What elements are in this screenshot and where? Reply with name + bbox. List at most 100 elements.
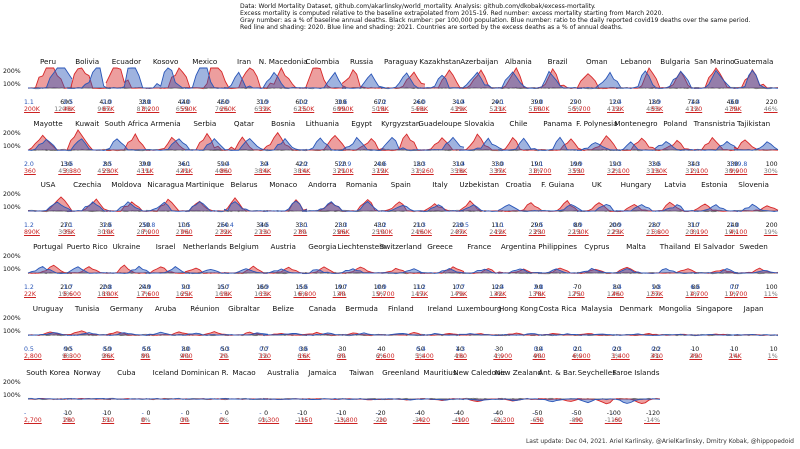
country-mini-plot — [537, 199, 582, 213]
country-panel: Malaysia 0.1 20 6,900 3% — [571, 305, 623, 371]
country-mini-plot — [341, 136, 386, 152]
shading-2021 — [224, 268, 268, 274]
shading-2020 — [733, 268, 778, 274]
country-name: Kosovo — [152, 58, 179, 66]
country-name: Latvia — [664, 181, 687, 189]
per-100k: 0 — [185, 410, 190, 417]
shading-2020 — [459, 200, 504, 211]
country-panel: Philippines 2.8 70 78K 12% — [532, 243, 584, 309]
line-2021 — [67, 398, 112, 400]
excess-percent: 4% — [454, 353, 464, 360]
country-name: Réunion — [190, 305, 220, 313]
covid-ratio: 1.4 — [455, 161, 466, 168]
excess-percent: 38% — [254, 168, 268, 175]
shading-2021 — [106, 266, 151, 274]
covid-ratio: - — [337, 410, 340, 417]
country-panel: Bosnia 1.4 420 14K 38% — [257, 120, 309, 186]
country-name: Lebanon — [620, 58, 652, 66]
per-100k: 50 — [103, 346, 112, 353]
per-100k: 390 — [530, 99, 543, 106]
country-mini-plot — [537, 67, 582, 90]
line-2021 — [380, 398, 425, 401]
covid-ratio: 1.2 — [376, 222, 387, 229]
excess-deaths: 0 — [141, 417, 146, 424]
line-2020 — [733, 139, 778, 151]
y-tick-label: 200% — [3, 191, 21, 198]
excess-deaths: 14K — [298, 168, 311, 175]
covid-ratio: 1.5 — [533, 222, 544, 229]
shading-2020 — [380, 332, 425, 336]
excess-percent: 45% — [58, 168, 72, 175]
per-100k: 10 — [691, 346, 700, 353]
line-2021 — [67, 332, 112, 336]
country-mini-plot — [223, 197, 269, 213]
line-2021 — [537, 203, 582, 212]
country-panel: France 0.7 120 79K 13% — [453, 243, 505, 309]
covid-ratio: - — [455, 410, 458, 417]
country-panel: Kuwait 3.6 80 3,380 45% — [61, 120, 113, 186]
excess-deaths: 130K — [572, 229, 589, 236]
line-2021 — [263, 200, 308, 212]
shading-2021 — [224, 201, 268, 212]
country-panel: Poland 1.6 340 130K 31% — [649, 120, 701, 186]
country-mini-plot — [341, 398, 386, 401]
excess-deaths: 13K — [259, 291, 272, 298]
country-name: Slovakia — [464, 120, 495, 128]
per-100k: 220 — [765, 99, 778, 106]
shading-2021 — [184, 138, 229, 151]
line-2021 — [498, 204, 543, 212]
excess-percent: 7% — [258, 353, 268, 360]
per-100k: 330 — [491, 161, 504, 168]
covid-ratio: 2.0 — [180, 99, 191, 106]
line-2021 — [106, 67, 151, 89]
line-2020 — [655, 268, 700, 274]
excess-percent: 5% — [414, 353, 425, 360]
shading-2021 — [184, 201, 229, 212]
covid-ratio: 1.2 — [24, 284, 34, 291]
country-mini-plot — [615, 333, 661, 337]
line-2020 — [302, 67, 347, 89]
country-mini-plot — [67, 397, 112, 401]
line-2021 — [654, 141, 700, 151]
country-name: Romania — [345, 181, 378, 189]
shading-2021 — [537, 71, 582, 89]
country-panel: El Salvador 6.6 70 4,700 11% — [688, 243, 740, 309]
historic-line — [184, 209, 229, 213]
covid-ratio: 0.7 — [455, 284, 466, 291]
excess-percent: 13% — [528, 291, 543, 298]
country-panel: Croatia 1.1 290 12K 23% — [492, 181, 544, 247]
country-mini-plot — [654, 139, 700, 152]
country-panel: Slovenia 1.0 200 4,100 19% — [728, 181, 780, 247]
shading-2021 — [145, 266, 190, 274]
country-panel: New Zealand - -50 -2,300 -6% — [492, 369, 544, 435]
shading-2020 — [302, 266, 347, 274]
country-panel: South Africa 2.5 390 230K 43% — [100, 120, 152, 186]
excess-percent: 27% — [215, 229, 229, 236]
country-mini-plot — [380, 133, 425, 152]
line-2020 — [223, 331, 269, 336]
line-2021 — [27, 265, 73, 274]
excess-deaths: 10K — [102, 229, 115, 236]
line-2020 — [145, 266, 190, 274]
covid-ratio: 4.1 — [494, 99, 505, 106]
excess-deaths: -1,300 — [259, 417, 280, 424]
excess-deaths: 960 — [180, 229, 193, 236]
country-mini-plot — [145, 136, 190, 152]
per-100k: 280 — [648, 222, 660, 229]
country-panel: Czechia 1.1 320 35K 30% — [61, 181, 113, 247]
excess-deaths: 42K — [494, 291, 507, 298]
per-100k: 190 — [530, 161, 543, 168]
country-name: Oman — [585, 58, 608, 66]
covid-ratio: - — [729, 346, 732, 353]
per-100k: 180 — [412, 161, 425, 168]
country-name: Bermuda — [345, 305, 378, 313]
country-panel: Germany 0.9 50 36K 8% — [100, 305, 152, 371]
excess-percent: 30% — [724, 168, 739, 175]
shading-2021 — [616, 71, 660, 89]
line-2021 — [576, 142, 621, 151]
excess-deaths: 2,600 — [376, 353, 395, 360]
excess-percent: 15% — [371, 291, 386, 298]
line-2021 — [733, 141, 778, 151]
country-name: Dominican R. — [180, 369, 229, 377]
line-2021 — [615, 70, 661, 89]
